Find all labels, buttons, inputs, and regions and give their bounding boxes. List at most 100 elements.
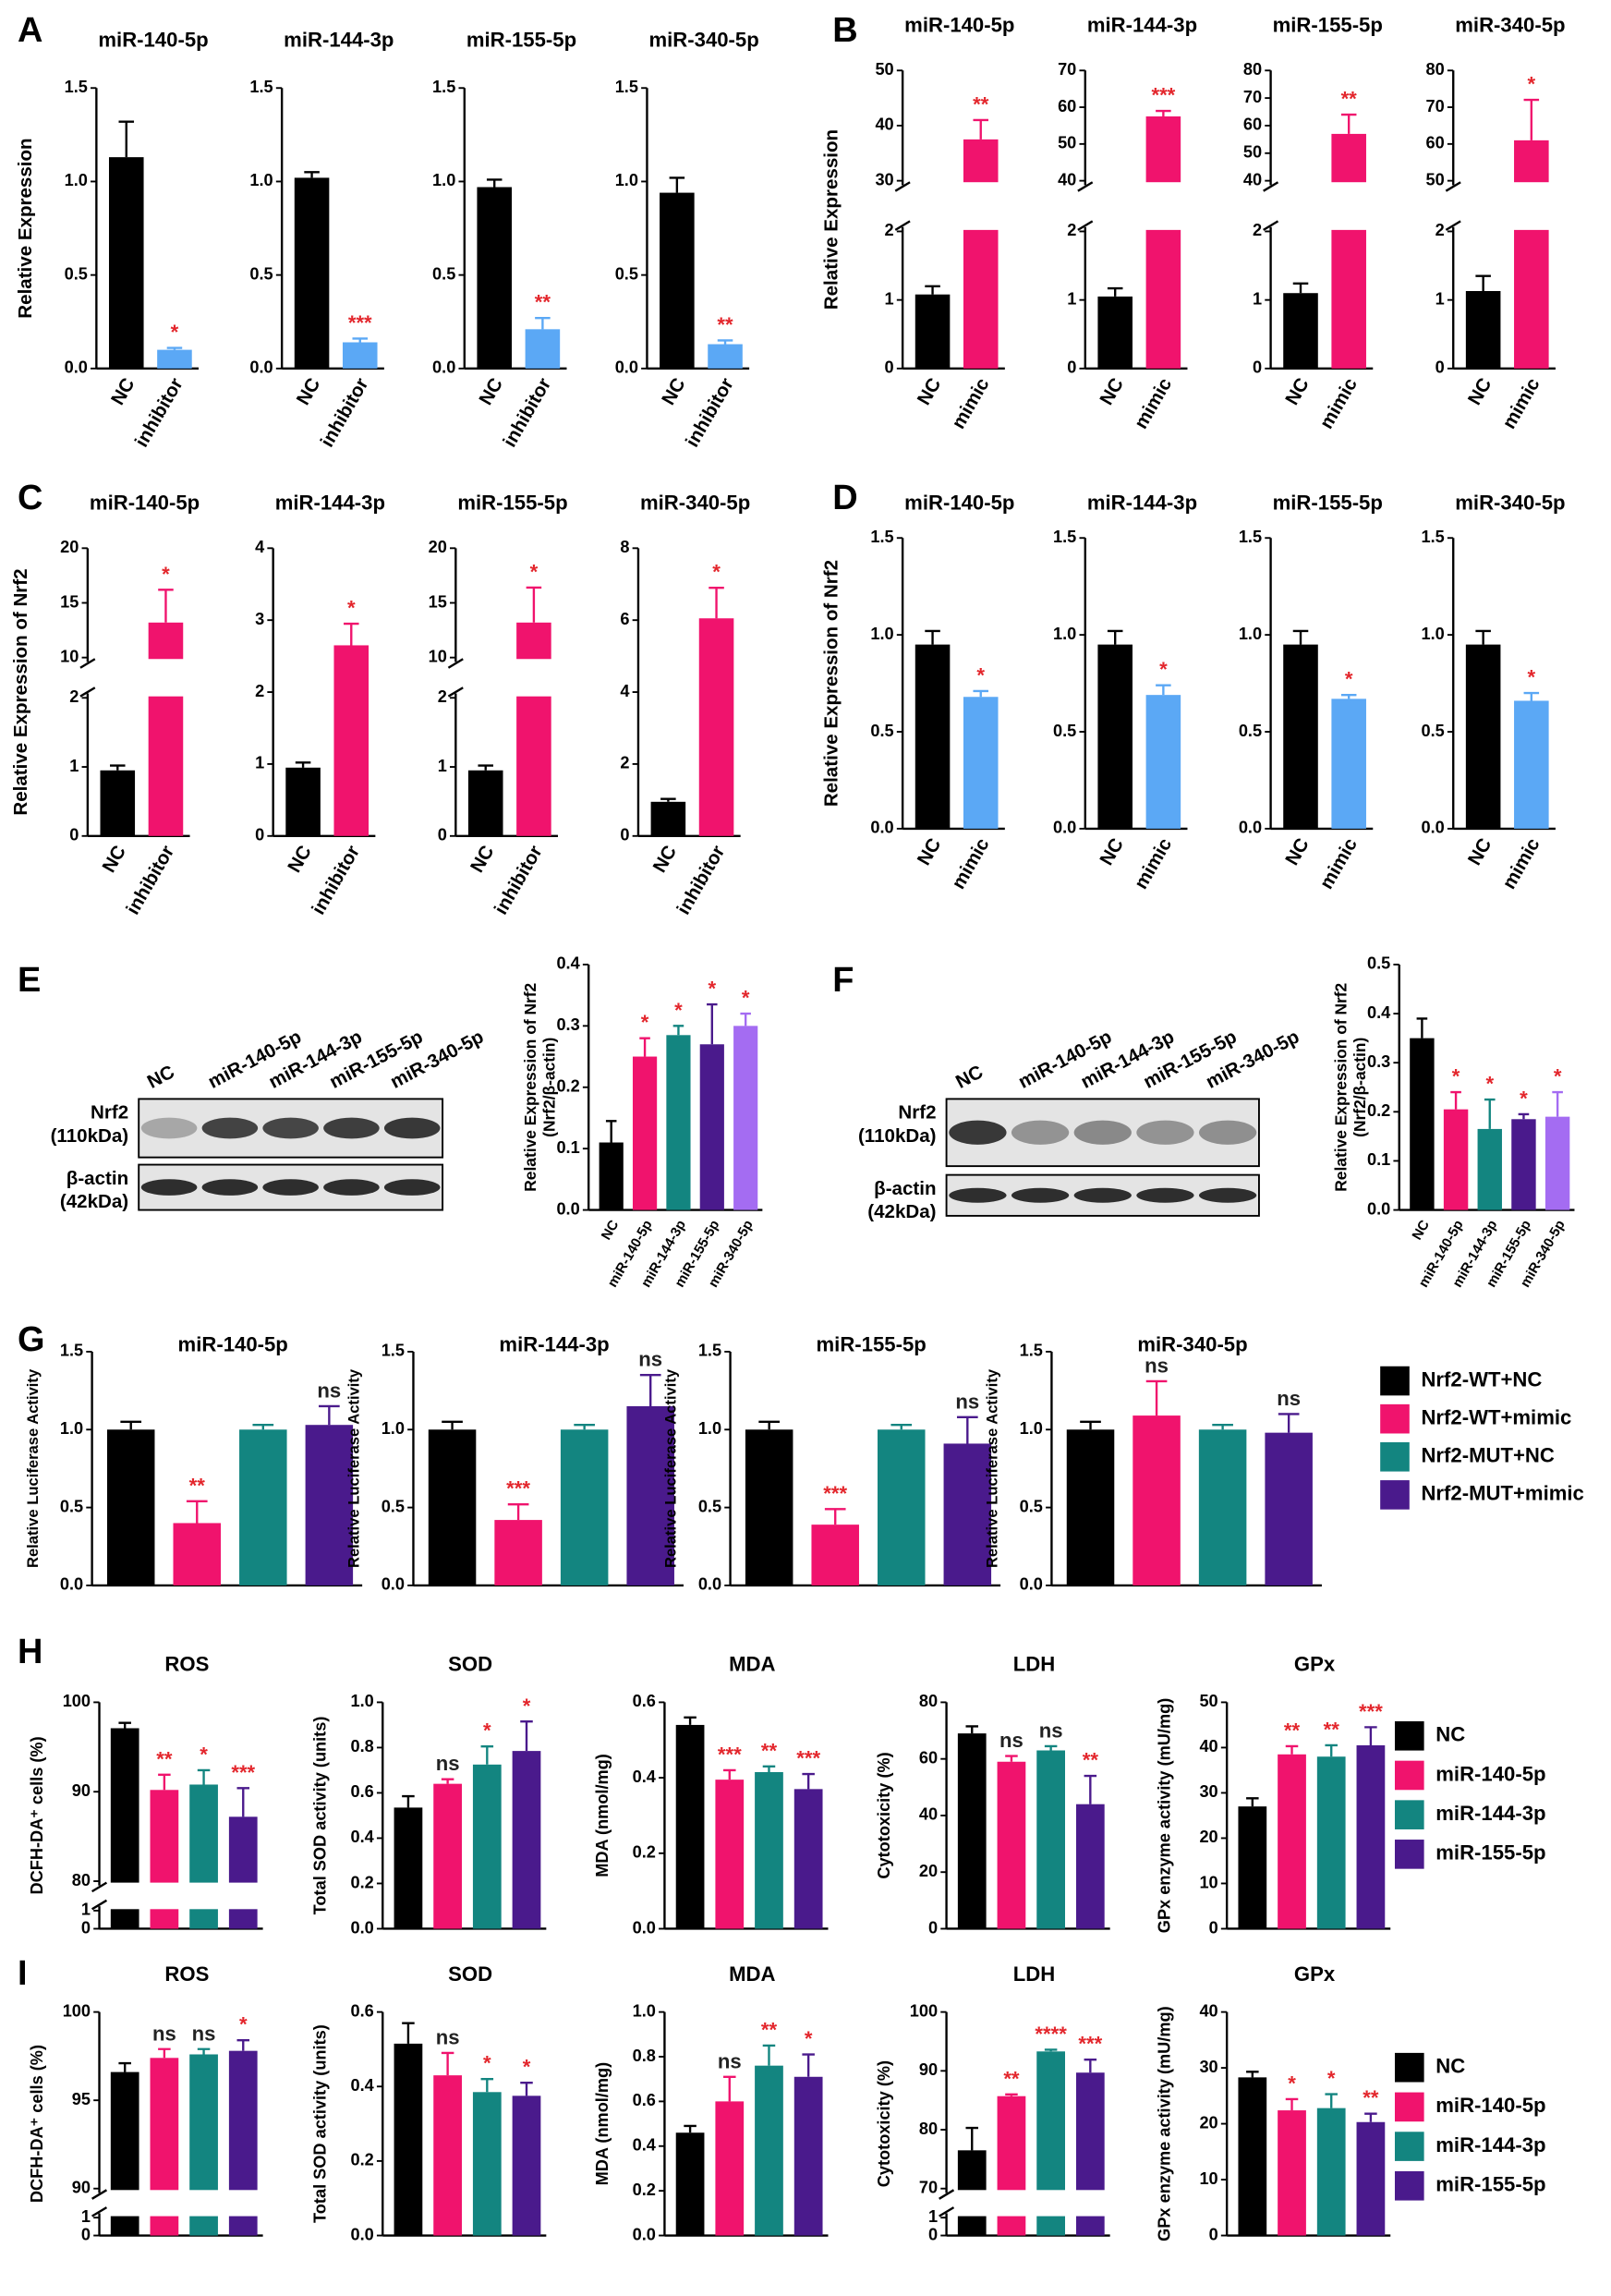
error-bar	[118, 120, 135, 158]
y-tick-label: 0.0	[633, 2225, 656, 2243]
y-tick-label: 1.5	[249, 78, 273, 96]
error-bar	[740, 1012, 751, 1027]
y-tick-label: 1.0	[870, 625, 893, 643]
x-tick-label: NC	[293, 374, 325, 408]
y-tick-label: 0.2	[556, 1077, 579, 1096]
bar	[660, 192, 695, 369]
y-tick-label: 1	[255, 754, 264, 772]
legend-label: Nrf2-WT+NC	[1421, 1367, 1542, 1391]
y-tick-label: 3	[255, 610, 264, 628]
error-bar	[973, 689, 989, 698]
y-tick-label: 2	[1253, 221, 1262, 239]
legend-swatch	[1394, 2132, 1424, 2161]
y-axis-label: Relative Expression of Nrf2	[1332, 983, 1351, 1192]
error-bar	[480, 2078, 494, 2093]
significance-label: *	[805, 2027, 813, 2050]
y-tick-label: 1.5	[65, 78, 88, 96]
error-bar	[1340, 113, 1357, 134]
error-bar	[1044, 2048, 1058, 2052]
chart-title: miR-140-5p	[904, 492, 1014, 515]
blot-band	[1198, 1120, 1257, 1145]
chart-title: miR-140-5p	[98, 29, 208, 52]
y-tick-label: 1.0	[1053, 625, 1076, 643]
y-tick-label: 10	[60, 647, 79, 665]
y-tick-label: 1.5	[615, 78, 638, 96]
y-tick-label: 0.8	[351, 1737, 374, 1755]
y-tick-label: 0	[255, 826, 264, 844]
error-bar	[965, 1725, 979, 1734]
x-tick-label: NC	[1096, 374, 1128, 408]
bar	[1283, 293, 1318, 369]
y-tick-label: 1.0	[633, 2001, 656, 2020]
bar	[1477, 1128, 1502, 1210]
y-tick-label: 0.6	[633, 1692, 656, 1710]
x-tick-label: NC	[1464, 834, 1496, 869]
legend-swatch	[1394, 1800, 1424, 1829]
x-tick-label: mimic	[1131, 374, 1177, 432]
y-tick-label: 1	[1067, 289, 1076, 308]
error-bar	[1005, 1755, 1018, 1762]
x-tick-label: mimic	[1498, 834, 1544, 893]
error-bar	[639, 1374, 661, 1406]
axis-break	[91, 2189, 108, 2217]
bar	[1283, 644, 1318, 829]
error-bar	[1084, 1774, 1097, 1804]
legend-swatch	[1394, 2052, 1424, 2083]
chart-title: miR-144-3p	[275, 492, 385, 515]
y-tick-label: 1	[81, 2207, 91, 2226]
significance-label: **	[1083, 1749, 1099, 1772]
y-tick-label: 0.8	[633, 2047, 656, 2065]
significance-label: *	[523, 2056, 531, 2079]
error-bar	[1145, 1379, 1168, 1416]
y-tick-label: 0.0	[870, 819, 893, 837]
bar	[433, 1783, 462, 1929]
y-tick-label: 0.2	[633, 1843, 656, 1862]
bar	[1514, 140, 1549, 369]
y-tick-label: 60	[919, 1748, 938, 1767]
significance-label: *	[1452, 1065, 1460, 1088]
bar-break	[1329, 182, 1368, 230]
bar	[878, 1429, 926, 1585]
row-label: Nrf2	[898, 1102, 936, 1124]
significance-label: **	[1003, 2067, 1020, 2090]
bar-break	[188, 1882, 220, 1910]
y-tick-label: 90	[72, 2179, 91, 2197]
y-tick-label: 0	[928, 1918, 938, 1937]
y-tick-label: 1.0	[1020, 1419, 1043, 1438]
error-bar	[762, 1765, 776, 1772]
significance-label: ***	[348, 311, 372, 334]
significance-label: *	[239, 2013, 248, 2036]
error-bar	[965, 2126, 979, 2151]
lane-label: NC	[144, 1061, 178, 1092]
y-tick-label: 1.0	[65, 171, 88, 189]
y-tick-label: 0.0	[65, 358, 88, 377]
axis-break	[939, 2189, 955, 2217]
bar	[560, 1429, 609, 1585]
legend-label: Nrf2-MUT+NC	[1421, 1444, 1554, 1467]
error-bar	[709, 586, 724, 619]
y-tick-label: 0.5	[1421, 722, 1444, 740]
y-tick-label: 0	[928, 2225, 938, 2243]
y-axis-label: Relative Luciferase Activity	[345, 1368, 363, 1568]
error-bar	[1475, 274, 1491, 292]
error-bar	[723, 1768, 736, 1780]
bar	[715, 2101, 745, 2236]
y-tick-label: 0.2	[633, 2181, 656, 2199]
axis-break	[894, 181, 911, 231]
significance-label: **	[1341, 88, 1358, 111]
blot-band	[1011, 1187, 1070, 1203]
error-bar	[1450, 1090, 1461, 1110]
bar	[1356, 2121, 1386, 2236]
row-label: (42kDa)	[60, 1191, 128, 1212]
y-tick-label: 0	[1067, 358, 1076, 377]
chart-title: SOD	[448, 1653, 492, 1676]
significance-label: **	[1324, 1718, 1340, 1741]
significance-label: ns	[1277, 1387, 1301, 1410]
bar-break	[995, 2190, 1027, 2217]
y-tick-label: 0.4	[633, 1768, 657, 1786]
y-tick-label: 0.4	[633, 2136, 657, 2155]
significance-label: *	[742, 987, 750, 1010]
bar	[943, 1443, 992, 1585]
significance-label: ns	[955, 1390, 979, 1413]
x-tick-label: NC	[98, 842, 130, 876]
